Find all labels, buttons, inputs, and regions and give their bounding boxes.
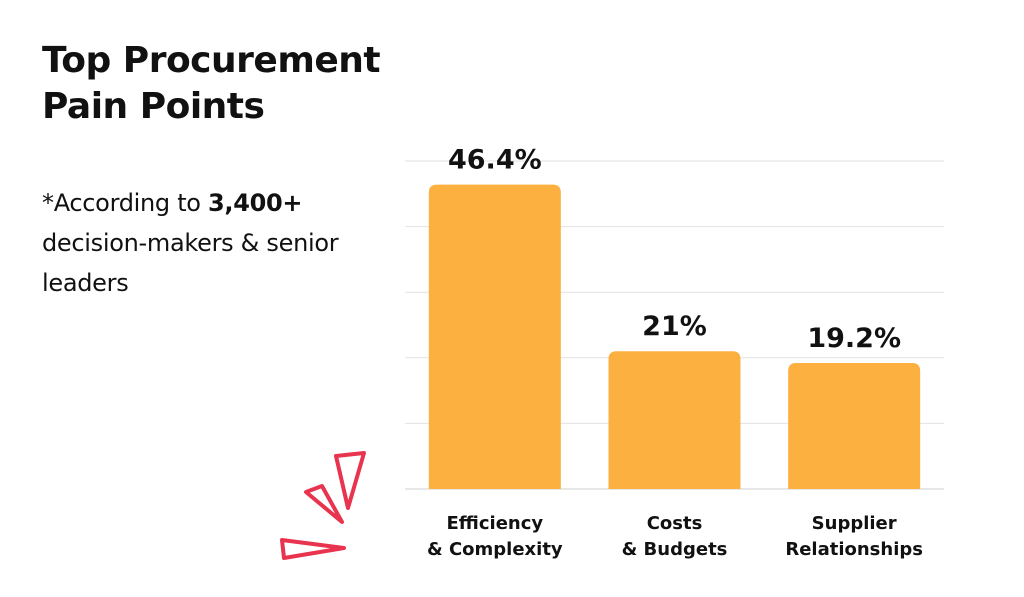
source-note-suffix: decision-makers & senior leaders <box>42 229 339 297</box>
title-line-1: Top Procurement <box>42 40 381 81</box>
bar <box>788 363 921 489</box>
bar <box>608 351 741 489</box>
source-note-count: 3,400+ <box>208 189 303 217</box>
category-label: Relationships <box>785 539 923 560</box>
title-line-2: Pain Points <box>42 86 265 127</box>
category-label: Supplier <box>812 513 897 534</box>
category-label: & Budgets <box>622 539 728 560</box>
chart-title: Top Procurement Pain Points <box>42 38 422 130</box>
burst-lines-icon <box>280 451 366 560</box>
value-label: 19.2% <box>807 323 901 354</box>
category-label: Costs <box>647 513 703 534</box>
category-label: & Complexity <box>427 539 563 560</box>
category-label: Efficiency <box>447 513 544 534</box>
bars <box>428 184 921 489</box>
value-label: 46.4% <box>448 145 542 176</box>
source-note-prefix: *According to <box>42 189 209 217</box>
category-labels: Efficiency & Complexity Costs & Budgets Supp… <box>427 513 923 560</box>
value-labels: 46.4% 21% 19.2% <box>448 145 901 354</box>
value-label: 21% <box>642 311 707 342</box>
source-note: *According to 3,400+ decision-makers & s… <box>42 183 372 303</box>
bar <box>428 184 561 489</box>
